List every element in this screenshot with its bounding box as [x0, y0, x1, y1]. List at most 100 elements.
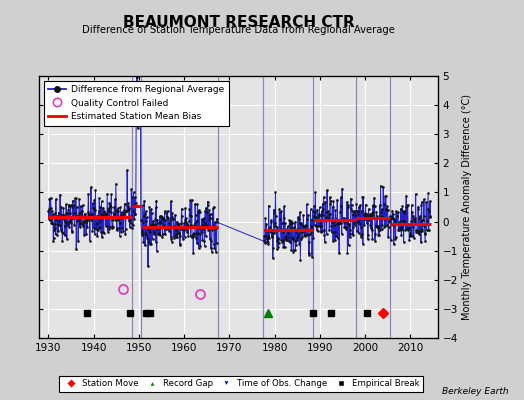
Point: [83, 216, 92, 222]
Point: [331, 229, 339, 236]
Point: [343, 249, 352, 256]
Point: [288, 235, 296, 241]
Point: [174, 221, 182, 227]
Point: [417, 202, 425, 208]
Point: [190, 233, 198, 239]
Point: [423, 221, 432, 227]
Point: [193, 201, 202, 208]
Point: [91, 187, 100, 194]
Point: [397, 232, 406, 238]
Point: [362, 213, 370, 220]
Point: [122, 208, 130, 214]
Point: [77, 210, 85, 216]
Point: [194, 229, 202, 236]
Point: [62, 201, 70, 208]
Point: [162, 210, 171, 216]
Point: [383, 207, 391, 214]
Point: [99, 204, 107, 211]
Point: [60, 216, 68, 222]
Point: [209, 205, 217, 212]
Point: [300, 222, 308, 229]
Point: [380, 215, 389, 222]
Point: [113, 224, 121, 231]
Point: [64, 201, 73, 208]
Point: [384, 234, 392, 240]
Point: [202, 233, 210, 239]
Point: [414, 206, 422, 212]
Point: [79, 222, 87, 229]
Point: [302, 223, 311, 229]
Point: [410, 219, 419, 225]
Point: [126, 220, 135, 226]
Point: [381, 193, 390, 199]
Point: [405, 224, 413, 230]
Point: [292, 241, 300, 248]
Point: [148, 209, 156, 216]
Point: [304, 232, 312, 238]
Point: [321, 209, 330, 215]
Point: [286, 238, 294, 245]
Point: [366, 211, 374, 217]
Point: [211, 224, 219, 231]
Point: [194, 244, 203, 251]
Point: [198, 229, 206, 236]
Point: [82, 217, 90, 223]
Point: [390, 216, 398, 222]
Point: [391, 217, 399, 224]
Point: [335, 250, 343, 256]
Point: [264, 241, 272, 248]
Point: [363, 211, 372, 218]
Point: [100, 208, 108, 214]
Point: [111, 196, 119, 203]
Point: [152, 248, 161, 254]
Point: [108, 225, 117, 231]
Point: [358, 240, 367, 247]
Point: [104, 206, 113, 212]
Point: [145, 227, 153, 233]
Point: [368, 210, 376, 216]
Point: [210, 204, 218, 210]
Point: [314, 216, 322, 222]
Point: [347, 206, 355, 212]
Point: [134, 98, 143, 104]
Point: [381, 193, 389, 200]
Point: [424, 190, 432, 196]
Point: [365, 213, 373, 219]
Point: [300, 223, 308, 230]
Point: [158, 234, 167, 240]
Point: [272, 228, 280, 234]
Point: [126, 217, 134, 223]
Point: [72, 246, 81, 252]
Point: [414, 203, 422, 210]
Point: [326, 200, 335, 207]
Point: [196, 224, 205, 230]
Point: [389, 222, 398, 228]
Point: [116, 204, 125, 210]
Point: [78, 220, 86, 227]
Point: [49, 211, 57, 218]
Point: [64, 222, 72, 229]
Point: [161, 231, 169, 237]
Point: [81, 214, 90, 220]
Point: [418, 228, 426, 234]
Point: [199, 217, 208, 224]
Point: [367, 212, 375, 219]
Point: [266, 229, 275, 236]
Point: [408, 209, 417, 215]
Point: [153, 216, 161, 223]
Point: [121, 231, 129, 237]
Point: [374, 232, 383, 238]
Point: [53, 221, 62, 227]
Point: [330, 222, 339, 228]
Point: [116, 211, 125, 218]
Point: [182, 219, 190, 225]
Point: [69, 202, 78, 208]
Point: [351, 222, 359, 228]
Point: [369, 209, 377, 216]
Point: [324, 211, 333, 218]
Point: [122, 226, 130, 232]
Point: [79, 202, 87, 208]
Point: [282, 226, 291, 232]
Point: [266, 228, 275, 234]
Point: [294, 234, 303, 240]
